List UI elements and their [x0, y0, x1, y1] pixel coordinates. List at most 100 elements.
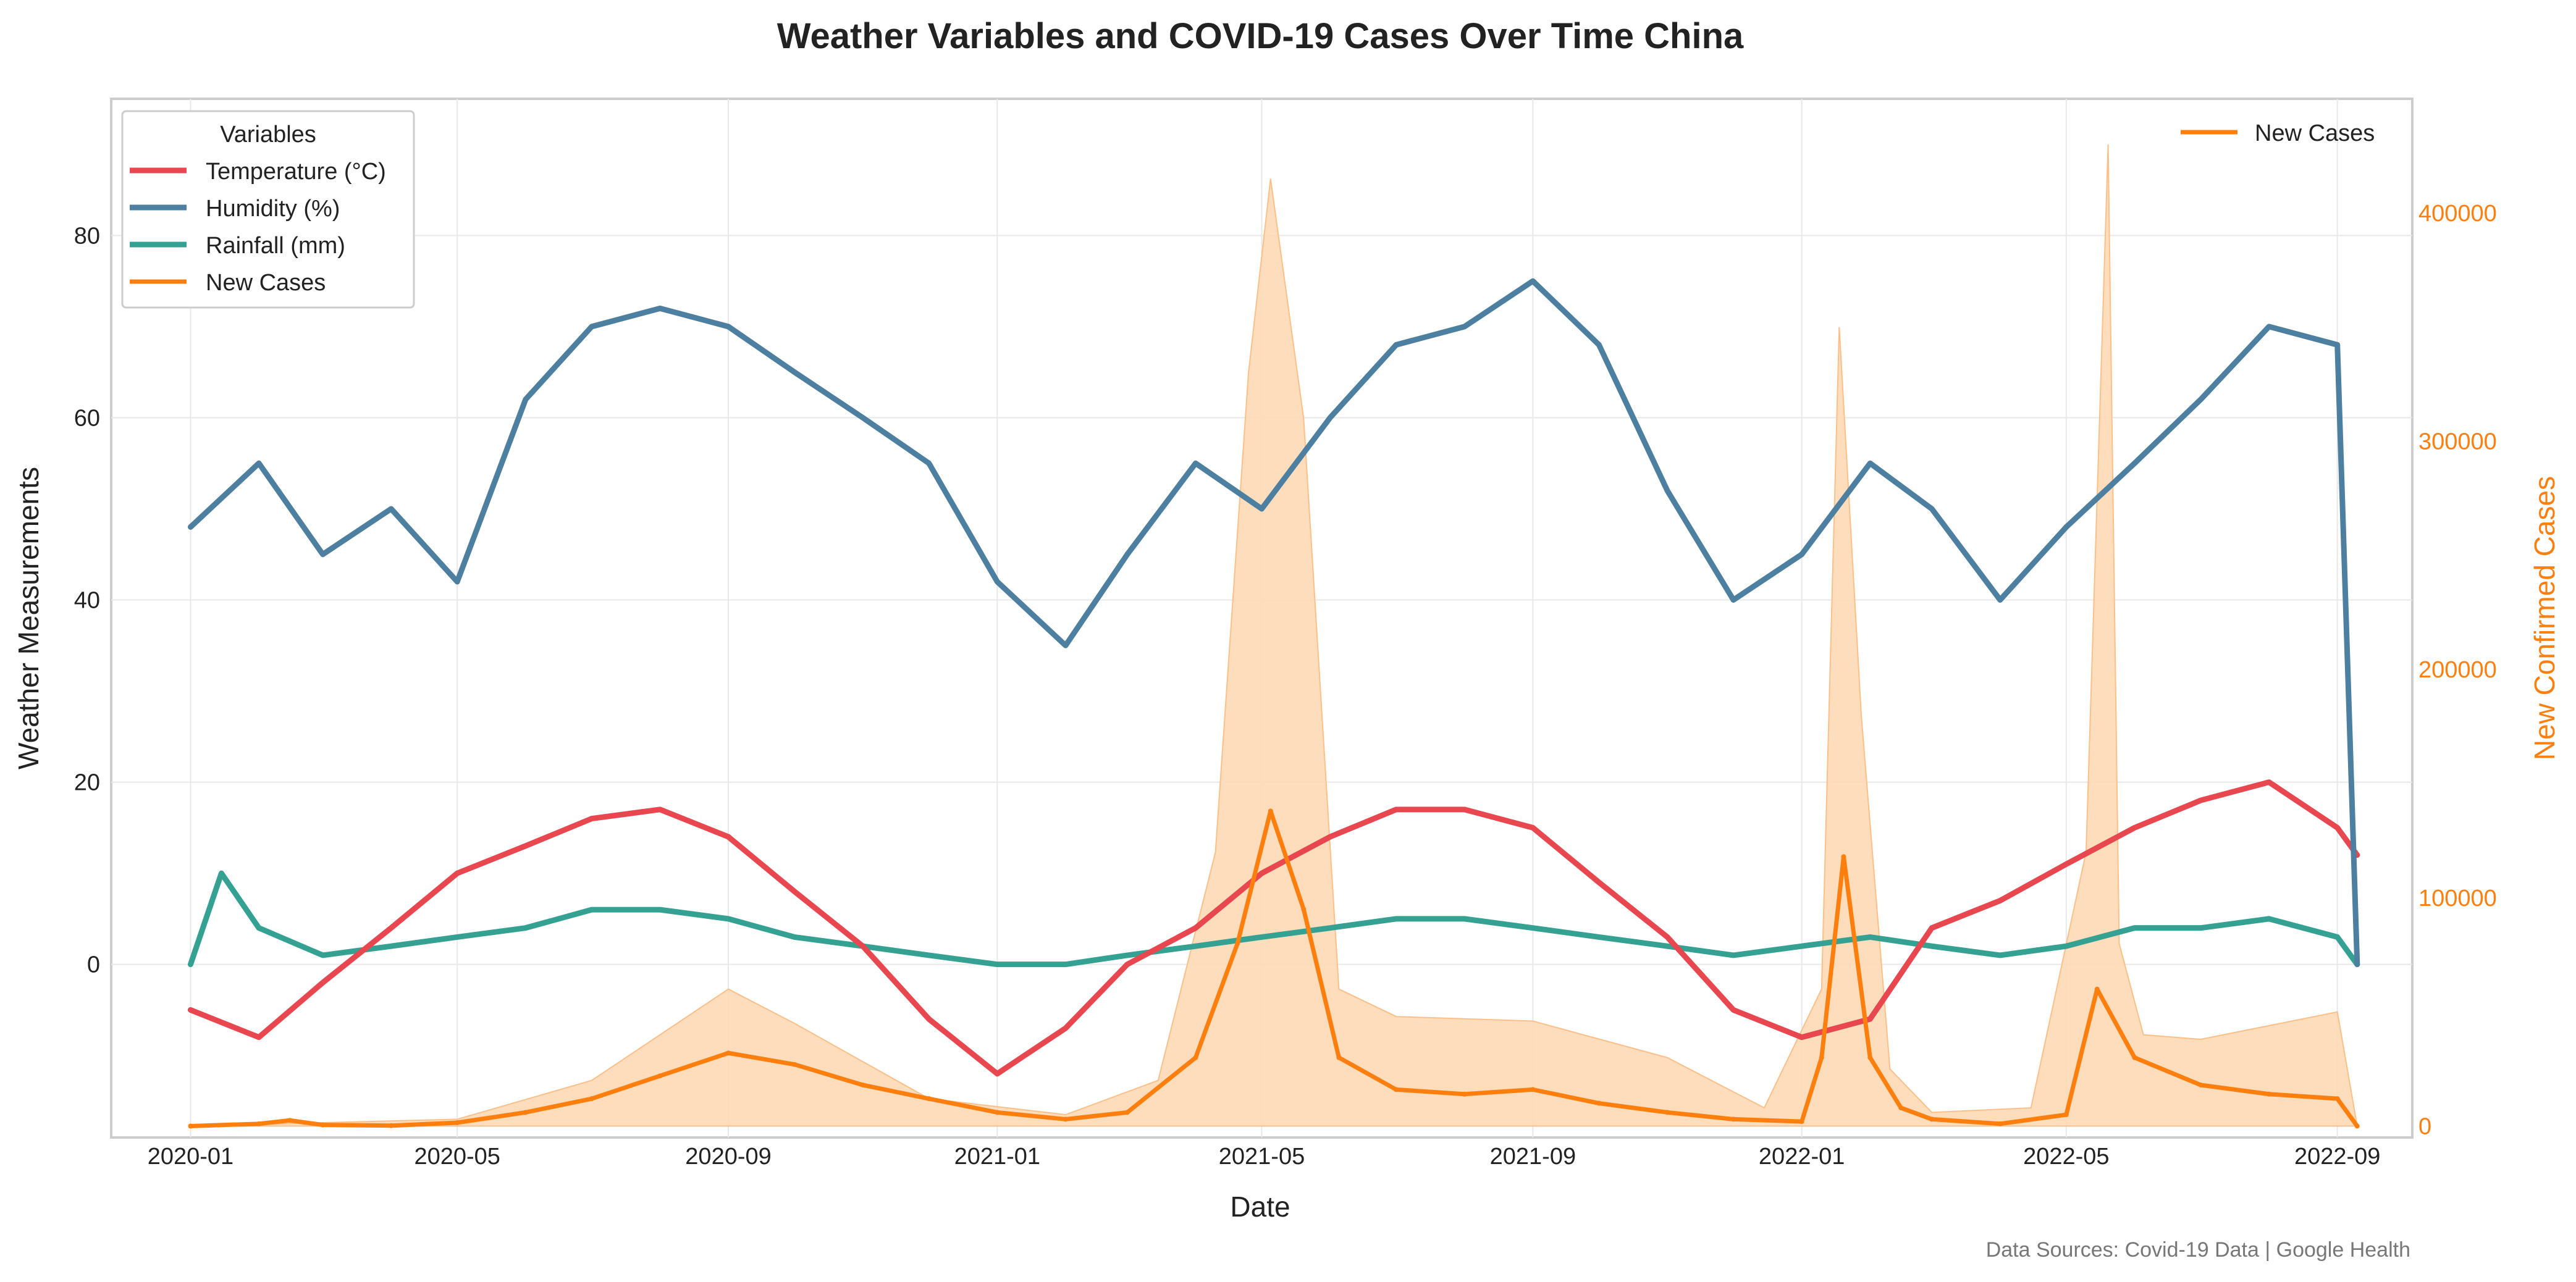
data-point	[1394, 916, 1399, 921]
data-point	[256, 461, 262, 466]
data-point	[1731, 1117, 1736, 1122]
data-point	[1462, 1091, 1467, 1097]
y-tick-label-left: 80	[74, 223, 100, 249]
data-point	[1665, 944, 1670, 949]
data-point	[589, 816, 594, 821]
data-point	[2334, 825, 2340, 831]
legend: Variables Temperature (°C) Humidity (%) …	[121, 110, 415, 309]
data-point	[1665, 488, 1670, 493]
y-tick-label-right: 200000	[2418, 657, 2497, 683]
data-point	[1867, 1016, 1873, 1022]
data-point	[792, 934, 798, 940]
data-point	[1063, 961, 1068, 967]
data-point	[2132, 1055, 2137, 1060]
data-point	[1063, 643, 1068, 648]
source-note: Data Sources: Covid-19 Data | Google Hea…	[1986, 1238, 2410, 1262]
data-point	[726, 834, 731, 840]
data-point	[657, 806, 663, 812]
data-point	[1530, 825, 1536, 831]
data-point	[320, 1122, 326, 1128]
data-point	[1394, 806, 1399, 812]
data-point	[1124, 551, 1130, 557]
data-point	[455, 579, 460, 584]
data-point	[1799, 551, 1804, 557]
legend-label-temperature: Temperature (°C)	[206, 159, 386, 185]
data-point	[2132, 461, 2137, 466]
x-axis-label: Date	[1230, 1191, 1290, 1223]
data-point	[256, 925, 262, 931]
x-tick-label: 2022-09	[2294, 1144, 2380, 1170]
data-point	[1841, 854, 1846, 860]
data-point	[320, 551, 326, 557]
x-tick-label: 2020-05	[414, 1144, 500, 1170]
data-point	[523, 396, 528, 402]
data-point	[589, 324, 594, 329]
legend-right-label: New Cases	[2255, 120, 2375, 146]
data-point	[1799, 1034, 1804, 1040]
data-point	[2132, 925, 2137, 931]
data-point	[1997, 898, 2003, 903]
data-point	[287, 1118, 293, 1123]
data-point	[657, 907, 663, 913]
data-point	[926, 1096, 932, 1102]
chart-title: Weather Variables and COVID-19 Cases Ove…	[777, 16, 1744, 56]
data-point	[1530, 925, 1536, 931]
x-tick-label: 2021-01	[954, 1144, 1040, 1170]
data-point	[2094, 986, 2100, 992]
data-point	[926, 1016, 932, 1022]
data-point	[1799, 944, 1804, 949]
data-point	[455, 871, 460, 876]
data-point	[995, 1110, 1000, 1115]
data-point	[389, 925, 394, 931]
data-point	[726, 916, 731, 921]
data-point	[2198, 798, 2203, 803]
data-point	[188, 1123, 193, 1129]
data-point	[1530, 279, 1536, 284]
data-point	[657, 306, 663, 311]
series-line-humidity	[187, 278, 2360, 968]
data-point	[1063, 1025, 1068, 1031]
data-point	[1665, 934, 1670, 940]
data-point	[1193, 944, 1198, 949]
x-tick-label: 2020-09	[685, 1144, 771, 1170]
data-point	[455, 1120, 460, 1125]
data-point	[926, 952, 932, 958]
data-point	[2334, 1096, 2340, 1102]
data-point	[860, 944, 865, 949]
y-axis-label-right: New Confirmed Cases	[2528, 476, 2561, 760]
y-tick-label-left: 60	[74, 405, 100, 431]
data-point	[1328, 415, 1333, 421]
data-point	[523, 843, 528, 848]
data-point	[1799, 1119, 1804, 1125]
legend-label-rainfall: Rainfall (mm)	[206, 233, 345, 259]
data-point	[1124, 961, 1130, 967]
data-point	[2267, 324, 2272, 329]
data-point	[389, 1123, 394, 1128]
x-tick-label: 2021-05	[1219, 1144, 1305, 1170]
data-point	[1731, 597, 1736, 603]
data-point	[2354, 961, 2360, 967]
data-point	[1259, 506, 1265, 511]
data-point	[1268, 808, 1273, 814]
x-tick-label: 2021-09	[1490, 1144, 1576, 1170]
x-tick-label: 2020-01	[148, 1144, 234, 1170]
data-point	[256, 1121, 262, 1126]
data-point	[1819, 1055, 1824, 1060]
data-point	[1929, 1117, 1935, 1122]
data-point	[2267, 1091, 2272, 1097]
data-point	[1997, 1121, 2003, 1126]
data-point	[995, 961, 1000, 967]
legend-right: New Cases	[2181, 120, 2375, 146]
data-point	[1997, 952, 2003, 958]
data-point	[1462, 806, 1467, 812]
data-point	[995, 579, 1000, 584]
data-point	[1301, 907, 1307, 912]
y-tick-label-left: 0	[87, 952, 100, 978]
data-point	[1336, 1055, 1342, 1060]
data-point	[1898, 1105, 1904, 1110]
data-point	[2198, 396, 2203, 402]
data-point	[1867, 461, 1873, 466]
data-point	[1462, 916, 1467, 921]
data-point	[2063, 524, 2069, 530]
